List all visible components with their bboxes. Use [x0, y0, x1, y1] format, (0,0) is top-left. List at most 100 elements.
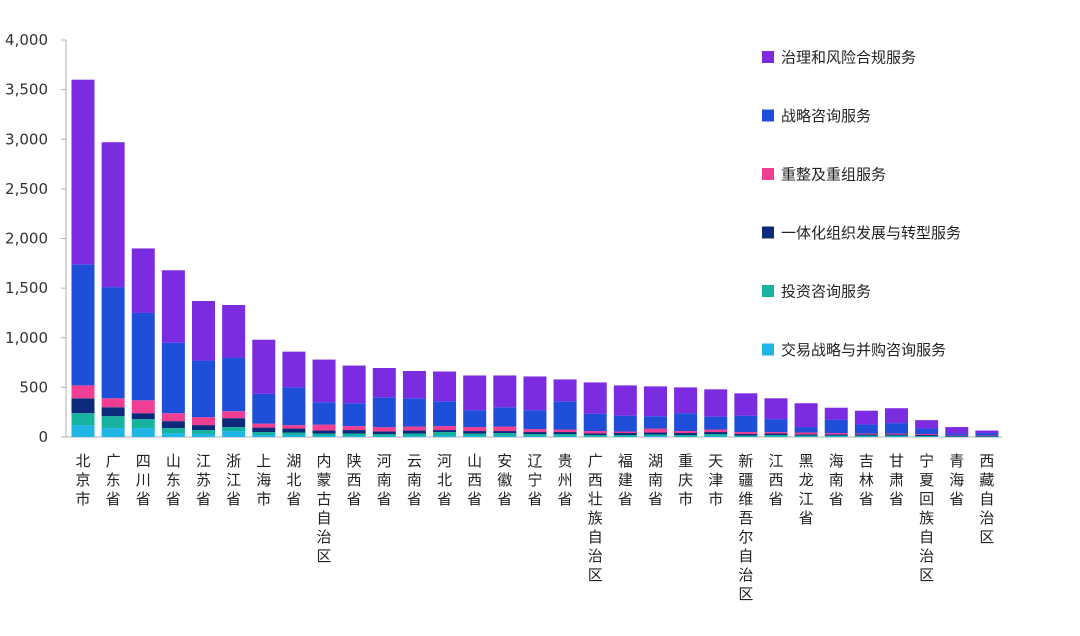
bar-segment	[885, 408, 909, 424]
bar-segment	[553, 434, 577, 437]
bar-segment	[71, 398, 95, 414]
x-tick-label: 广西壮族自治区	[588, 452, 603, 584]
bar-segment	[342, 430, 366, 434]
bar-segment	[523, 436, 547, 437]
x-tick-label: 内蒙古自治区	[317, 452, 332, 565]
bar-segment	[734, 436, 758, 437]
bar-segment	[824, 419, 848, 434]
bar-segment	[764, 433, 788, 436]
bar-segment	[643, 428, 667, 433]
bar-segment	[192, 360, 216, 418]
bar-segment	[553, 436, 577, 437]
bar-segment	[613, 431, 637, 434]
bar-segment	[252, 393, 276, 424]
bar-segment	[734, 435, 758, 437]
bar-segment	[372, 434, 396, 437]
bar-segment	[885, 423, 909, 434]
bar-segment	[613, 433, 637, 436]
bar-segment	[71, 264, 95, 386]
bar-segment	[704, 432, 728, 435]
bar-segment	[252, 435, 276, 437]
bar-segment	[161, 421, 185, 429]
y-tick-label: 4,000	[5, 31, 48, 49]
axis-layer: 0 500 1,000 1,500 2,000 2,500 3,000 3,500 4,000	[5, 31, 1002, 446]
bar-segment	[553, 429, 577, 433]
bar-segment	[764, 432, 788, 434]
bar-segment	[583, 413, 607, 432]
x-tick-label: 湖北省	[286, 452, 301, 508]
legend-label: 交易战略与并购咨询服务	[781, 341, 946, 359]
bars-layer	[71, 79, 999, 437]
legend-label: 治理和风险合规服务	[781, 49, 916, 67]
bar-segment	[734, 434, 758, 436]
bar-segment	[192, 434, 216, 437]
bar-segment	[282, 425, 306, 429]
bar-segment	[704, 429, 728, 433]
bar-segment	[704, 389, 728, 417]
bar-segment	[402, 433, 426, 437]
x-tick-label: 江苏省	[196, 452, 211, 508]
bar-segment	[854, 410, 878, 425]
bar-segment	[282, 432, 306, 436]
bar-segment	[282, 428, 306, 433]
bar-segment	[493, 436, 517, 437]
x-tick-label: 贵州省	[558, 452, 573, 508]
bar-segment	[975, 436, 999, 437]
bar-segment	[433, 426, 457, 431]
bar-segment	[583, 431, 607, 434]
bar-segment	[493, 433, 517, 437]
bar-segment	[192, 301, 216, 361]
legend: 治理和风险合规服务战略咨询服务重整及重组服务一体化组织发展与转型服务投资咨询服务…	[762, 49, 961, 359]
bar-segment	[975, 436, 999, 437]
bar-segment	[523, 432, 547, 435]
bar-segment	[131, 413, 155, 420]
bar-segment	[222, 411, 246, 419]
bar-segment	[161, 428, 185, 434]
bar-segment	[402, 371, 426, 399]
bar-segment	[643, 416, 667, 429]
bar-segment	[372, 368, 396, 398]
legend-entry: 重整及重组服务	[762, 166, 886, 184]
bar-segment	[312, 433, 336, 437]
bar-segment	[794, 403, 818, 428]
bar-segment	[372, 431, 396, 435]
bar-segment	[523, 410, 547, 430]
bar-segment	[674, 433, 698, 436]
bar-segment	[433, 432, 457, 436]
bar-segment	[282, 387, 306, 426]
bar-segment	[794, 427, 818, 433]
bar-segment	[734, 432, 758, 435]
legend-entry: 战略咨询服务	[762, 107, 871, 125]
legend-label: 重整及重组服务	[781, 166, 886, 184]
bar-segment	[463, 427, 487, 432]
bar-segment	[553, 379, 577, 402]
bar-segment	[613, 385, 637, 416]
x-tick-label: 山东省	[166, 452, 181, 508]
bar-segment	[433, 430, 457, 433]
y-tick-label: 1,000	[5, 329, 48, 347]
bar-segment	[523, 434, 547, 437]
bar-segment	[101, 407, 125, 417]
bar-segment	[222, 427, 246, 432]
x-tick-label: 陕西省	[347, 452, 362, 508]
bar-segment	[161, 433, 185, 437]
bar-segment	[915, 436, 939, 437]
bar-segment	[192, 425, 216, 431]
y-tick-label: 1,500	[5, 279, 48, 297]
bar-segment	[583, 435, 607, 437]
bar-segment	[643, 386, 667, 417]
bar-segment	[101, 398, 125, 408]
bar-segment	[161, 413, 185, 422]
x-tick-label: 广东省	[106, 452, 121, 508]
legend-entry: 投资咨询服务	[762, 283, 871, 301]
bar-segment	[222, 431, 246, 437]
bar-segment	[463, 433, 487, 437]
bar-segment	[854, 435, 878, 437]
bar-segment	[945, 436, 969, 437]
bar-segment	[945, 427, 969, 434]
bar-segment	[915, 435, 939, 436]
bar-segment	[131, 419, 155, 429]
